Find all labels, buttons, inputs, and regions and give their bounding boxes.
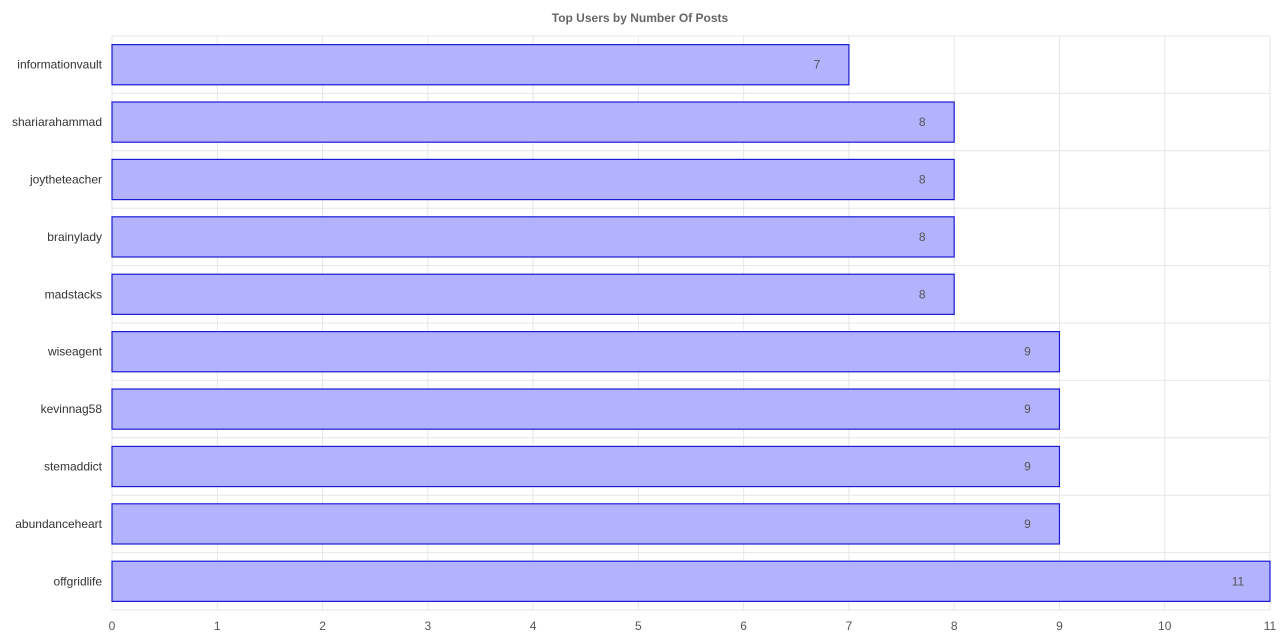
bar[interactable] (111, 503, 1061, 545)
x-tick-label: 10 (1158, 619, 1172, 633)
bar-value-label: 8 (919, 230, 926, 244)
y-tick-label: brainylady (47, 230, 102, 244)
bar[interactable] (111, 331, 1061, 373)
x-tick-label: 5 (635, 619, 642, 633)
y-axis-tick-labels: informationvault shariarahammad joytheteac… (12, 58, 103, 589)
bar[interactable] (111, 44, 850, 86)
x-tick-label: 4 (530, 619, 537, 633)
y-tick-label: abundanceheart (15, 517, 102, 531)
bar-value-label: 9 (1024, 402, 1031, 416)
y-tick-label: madstacks (45, 287, 102, 301)
bar[interactable] (111, 101, 955, 143)
x-tick-label: 0 (109, 619, 116, 633)
x-tick-label: 3 (424, 619, 431, 633)
bar[interactable] (111, 445, 1061, 488)
x-axis-tick-labels: 0 1 2 3 4 5 6 7 8 9 10 11 (109, 619, 1277, 633)
bar-value-label: 8 (919, 173, 926, 187)
y-tick-label: kevinnag58 (41, 402, 103, 416)
bar[interactable] (111, 216, 955, 258)
bar[interactable] (111, 158, 955, 201)
y-tick-label: informationvault (17, 58, 102, 72)
bar-value-label: 8 (919, 115, 926, 129)
bar-value-label: 9 (1024, 345, 1031, 359)
x-tick-label: 9 (1056, 619, 1063, 633)
bars-layer (111, 44, 1271, 602)
bar-value-label: 9 (1024, 517, 1031, 531)
x-tick-label: 6 (740, 619, 747, 633)
x-tick-label: 2 (319, 619, 326, 633)
chart-title: Top Users by Number Of Posts (552, 11, 729, 25)
x-tick-label: 11 (1264, 619, 1277, 633)
y-tick-label: wiseagent (47, 345, 103, 359)
bar-value-label: 9 (1024, 460, 1031, 474)
y-tick-label: stemaddict (44, 460, 103, 474)
x-tick-label: 7 (846, 619, 853, 633)
x-tick-label: 1 (214, 619, 221, 633)
x-tick-label: 8 (951, 619, 958, 633)
y-tick-label: offgridlife (54, 574, 103, 588)
bar-value-label: 8 (919, 287, 926, 301)
bar[interactable] (111, 273, 955, 315)
bar[interactable] (111, 560, 1271, 602)
y-tick-label: shariarahammad (12, 115, 102, 129)
data-labels-layer: 7 8 8 8 8 9 9 9 9 11 (814, 58, 1245, 589)
bar-value-label: 7 (814, 58, 821, 72)
bar-value-label: 11 (1232, 574, 1245, 588)
y-tick-label: joytheteacher (29, 173, 102, 187)
bar[interactable] (111, 388, 1061, 430)
